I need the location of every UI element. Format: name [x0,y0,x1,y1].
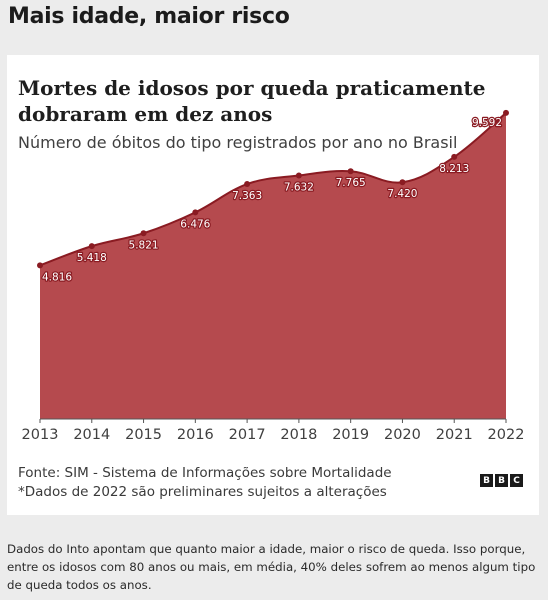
x-tick-label: 2015 [125,427,162,443]
x-tick-label: 2021 [436,427,473,443]
source-note: Fonte: SIM - Sistema de Informações sobr… [18,464,392,502]
x-tick-label: 2019 [332,427,369,443]
data-label: 9.592 [472,117,502,129]
x-tick-label: 2017 [229,427,266,443]
data-point [244,181,251,188]
source-line: Fonte: SIM - Sistema de Informações sobr… [18,465,392,481]
data-label: 5.821 [129,239,159,251]
data-label: 6.476 [180,218,210,230]
data-point [347,168,354,175]
data-point [399,179,406,186]
data-point [295,172,302,179]
x-tick-label: 2014 [73,427,110,443]
logo-letter: B [495,474,508,487]
data-label: 8.213 [439,163,469,175]
series-line [39,112,507,267]
x-tick-label: 2022 [488,427,525,443]
chart-card: Mortes de idosos por queda praticamente … [7,55,539,515]
logo-letter: B [480,474,493,487]
x-tick-label: 2018 [280,427,317,443]
data-point [88,243,95,250]
x-tick-label: 2016 [177,427,214,443]
data-point [192,209,199,216]
chart-title: Mortes de idosos por queda praticamente … [18,76,486,126]
data-label: 7.363 [232,190,262,202]
area-fill [40,112,506,419]
page-title: Mais idade, maior risco [8,4,290,29]
area-chart: 4.816 5.418 5.821 6.476 7.363 7.632 7.765 7.420… [22,109,525,443]
data-label: 7.632 [284,181,314,193]
data-label: 4.816 [42,271,72,283]
data-point [451,153,458,160]
x-tick-label: 2020 [384,427,421,443]
article-caption: Dados do Into apontam que quanto maior a… [7,542,536,592]
data-label: 7.420 [387,188,417,200]
data-label: 7.765 [336,177,366,189]
logo-letter: C [510,474,523,487]
footnote-line: *Dados de 2022 são preliminares sujeitos… [18,484,387,500]
chart-subtitle: Número de óbitos do tipo registrados por… [18,133,458,152]
data-label: 5.418 [77,252,107,264]
bbc-logo: B B C [480,474,523,487]
x-tick-label: 2013 [22,427,59,443]
data-point [503,109,509,116]
data-point [140,230,147,237]
data-point [37,262,43,269]
